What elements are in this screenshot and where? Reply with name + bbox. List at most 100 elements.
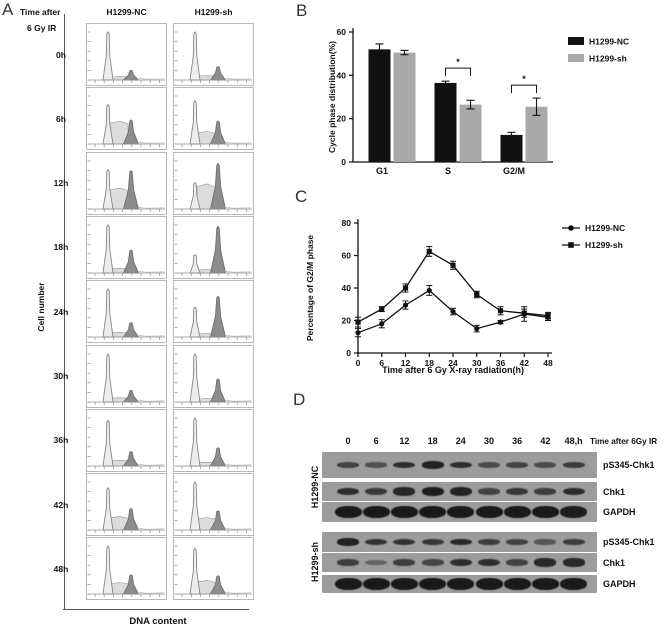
blot-row-label-GAPDH: GAPDH — [603, 579, 636, 589]
svg-text:Percentage of G2/M phase: Percentage of G2/M phase — [305, 235, 315, 342]
panel-a-column-header-nc: H1299-NC — [106, 7, 147, 17]
svg-text:Time after 6 Gy X-ray radiatio: Time after 6 Gy X-ray radiation(h) — [382, 365, 524, 375]
panel-d-group-label-sh: H1299-sh — [310, 541, 320, 583]
flow-histogram-6h-nc — [86, 87, 167, 151]
blot-band — [449, 487, 472, 496]
flow-row-time-label-30h: 30h — [53, 371, 69, 381]
svg-text:*: * — [456, 57, 460, 67]
blot-band — [362, 577, 390, 591]
blot-band — [419, 577, 447, 591]
blot-band — [562, 538, 585, 546]
svg-text:G2/M: G2/M — [503, 166, 525, 176]
blot-band — [334, 577, 362, 591]
blot-band — [478, 488, 500, 495]
blot-band — [531, 505, 559, 519]
blot-H1299-NC-Chk1 — [322, 482, 597, 501]
blot-band — [560, 577, 588, 591]
blot-band — [393, 538, 416, 546]
flow-row-time-label-42h: 42h — [53, 499, 69, 510]
blot-band — [503, 577, 531, 591]
flow-row-time-label-48h: 48h — [53, 563, 69, 574]
blot-H1299-NC-pS345-Chk1 — [322, 452, 597, 478]
blot-H1299-sh-pS345-Chk1 — [322, 532, 597, 552]
svg-text:H1299-NC: H1299-NC — [589, 37, 629, 47]
blot-band — [534, 462, 557, 468]
blot-band — [337, 538, 359, 546]
svg-text:H1299-sh: H1299-sh — [585, 240, 623, 250]
svg-text:20: 20 — [337, 114, 347, 124]
blot-row-label-Chk1: Chk1 — [603, 486, 626, 497]
panel-a-column-header-sh: H1299-sh — [194, 7, 233, 17]
blot-band — [362, 505, 390, 519]
svg-text:H1299-sh: H1299-sh — [589, 54, 627, 64]
blot-band — [390, 577, 418, 591]
flow-histogram-0h-nc — [86, 23, 167, 86]
blot-band — [562, 558, 585, 567]
svg-text:20: 20 — [342, 316, 352, 326]
blot-band — [421, 559, 444, 566]
svg-text:Cycle phase distribution(%): Cycle phase distribution(%) — [327, 41, 337, 153]
blot-band — [449, 538, 472, 546]
blot-H1299-sh-Chk1 — [322, 553, 597, 572]
svg-text:30: 30 — [472, 358, 482, 368]
panel-a-x-axis-title: DNA content — [129, 616, 187, 627]
blot-band — [562, 487, 585, 496]
blot-band — [506, 539, 529, 545]
blot-band — [337, 558, 359, 567]
lane-label-0: 0 — [345, 436, 351, 446]
flow-histogram-36h-sh — [173, 408, 254, 472]
blot-band — [560, 506, 588, 518]
panel-d-lane-note: Time after 6Gy IR — [590, 437, 658, 446]
svg-text:H1299-NC: H1299-NC — [585, 223, 625, 233]
panel-c-letter: C — [295, 187, 308, 206]
blot-band — [534, 539, 557, 545]
blot-band — [531, 577, 559, 591]
lane-label-6: 6 — [373, 436, 379, 446]
svg-text:24: 24 — [448, 358, 458, 368]
panel-a-letter: A — [2, 0, 14, 19]
flow-histogram-18h-nc — [86, 215, 167, 279]
flow-histogram-42h-sh — [173, 473, 254, 537]
svg-text:40: 40 — [337, 70, 347, 80]
blot-band — [449, 461, 472, 469]
svg-text:S: S — [445, 166, 451, 176]
blot-band — [365, 559, 388, 566]
panel-a-y-axis-line — [64, 14, 66, 610]
lane-label-24: 24 — [455, 436, 466, 446]
blot-band — [337, 462, 359, 468]
flow-row-time-label-36h: 36h — [53, 435, 69, 446]
blot-band — [449, 558, 472, 567]
blot-band — [475, 505, 503, 519]
lane-label-18: 18 — [427, 436, 438, 446]
panel-d-letter: D — [293, 390, 306, 409]
blot-band — [478, 558, 500, 567]
blot-band — [365, 538, 388, 546]
flow-histogram-48h-sh — [173, 537, 254, 601]
panel-d-group-label-nc: H1299-NC — [310, 465, 320, 509]
blot-band — [503, 505, 531, 519]
blot-band — [447, 505, 475, 519]
blot-band — [393, 487, 416, 496]
panel-a-x-axis-line — [63, 609, 249, 611]
blot-band — [365, 487, 388, 496]
flow-histogram-42h-nc — [86, 473, 167, 537]
panel-a-y-axis-title: Cell number — [36, 282, 46, 332]
blot-row-label-GAPDH: GAPDH — [603, 507, 636, 517]
blot-band — [334, 505, 362, 519]
svg-text:12: 12 — [401, 358, 411, 368]
blot-row-label-pS345-Chk1: pS345-Chk1 — [603, 537, 655, 547]
svg-text:*: * — [522, 74, 526, 84]
svg-text:80: 80 — [342, 218, 352, 228]
blot-H1299-NC-GAPDH — [322, 502, 597, 522]
svg-text:36: 36 — [496, 358, 506, 368]
blot-band — [534, 487, 557, 496]
flow-histogram-12h-sh — [173, 151, 254, 215]
blot-band — [421, 487, 444, 496]
panel-a-time-axis-label-line2: 6 Gy IR — [27, 23, 57, 33]
flow-row-time-label-12h: 12h — [53, 178, 69, 189]
line-chart-g2m-phase: 0 20 40 60 80 0 6 12 18 24 30 36 42 48 H1299-NC H1299-s… — [305, 218, 625, 375]
blot-band — [478, 462, 500, 468]
blot-band — [337, 487, 359, 496]
flow-histogram-30h-nc — [86, 344, 167, 408]
svg-text:60: 60 — [337, 27, 347, 37]
